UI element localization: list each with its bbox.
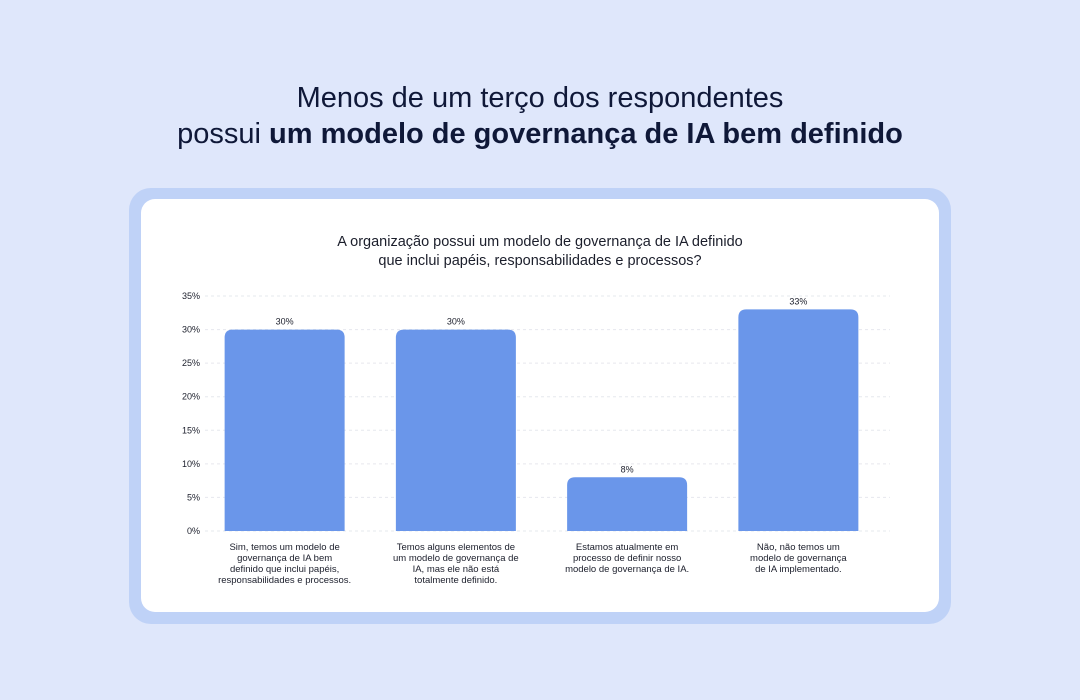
- chart-title: A organização possui um modelo de govern…: [0, 233, 1080, 271]
- y-tick-label: 35%: [182, 291, 200, 301]
- headline-line-2: possui um modelo de governança de IA bem…: [0, 116, 1080, 152]
- x-category-label: Sim, temos um modelo de governança de IA …: [210, 542, 360, 586]
- chart-title-line-2: que inclui papéis, responsabilidades e p…: [378, 253, 702, 269]
- x-category-label-line: Sim, temos um modelo de: [229, 542, 340, 553]
- bar-value-label: 33%: [789, 296, 807, 306]
- x-category-label-line: processo de definir nosso: [572, 553, 682, 564]
- y-tick-label: 15%: [182, 425, 200, 435]
- x-category-label: Não, não temos um modelo de governança de …: [723, 542, 873, 575]
- x-category-label-line: totalmente definido.: [414, 575, 498, 586]
- y-tick-label: 30%: [182, 325, 200, 335]
- x-category-label-line: IA, mas ele não está: [412, 564, 500, 575]
- bar-value-label: 8%: [621, 464, 634, 474]
- y-tick-label: 25%: [182, 358, 200, 368]
- chart-title-line-1: A organização possui um modelo de govern…: [337, 234, 743, 250]
- y-tick-label: 10%: [182, 459, 200, 469]
- x-category-label-line: de IA implementado.: [755, 564, 842, 575]
- x-category-label: Temos alguns elementos de um modelo de go…: [381, 542, 531, 586]
- headline-line-1: Menos de um terço dos respondentes: [296, 82, 784, 114]
- x-category-label: Estamos atualmente em processo de definir…: [552, 542, 702, 575]
- bar-value-label: 30%: [276, 317, 294, 327]
- x-category-label-line: Estamos atualmente em: [575, 542, 679, 553]
- headline-line-2-prefix: possui: [177, 118, 270, 150]
- x-category-label-line: responsabilidades e processos.: [218, 575, 352, 586]
- headline-line-2-bold: um modelo de governança de IA bem defini…: [269, 118, 903, 150]
- bar: [738, 309, 859, 531]
- bar: [567, 477, 688, 531]
- x-category-label-line: um modelo de governança de: [393, 553, 519, 564]
- y-tick-label: 20%: [182, 392, 200, 402]
- bar: [395, 329, 516, 531]
- bar: [224, 329, 345, 531]
- x-category-label-line: modelo de governança: [750, 553, 847, 564]
- x-category-label-line: Não, não temos um: [756, 542, 840, 553]
- x-category-label-line: Temos alguns elementos de: [396, 542, 516, 553]
- y-tick-label: 5%: [187, 492, 200, 502]
- x-category-label-line: modelo de governança de IA.: [565, 564, 690, 575]
- x-category-label-line: governança de IA bem: [237, 553, 333, 564]
- x-category-label-line: definido que inclui papéis,: [229, 564, 340, 575]
- bar-value-label: 30%: [447, 317, 465, 327]
- y-tick-label: 0%: [187, 526, 200, 536]
- headline: Menos de um terço dos respondentes possu…: [0, 80, 1080, 152]
